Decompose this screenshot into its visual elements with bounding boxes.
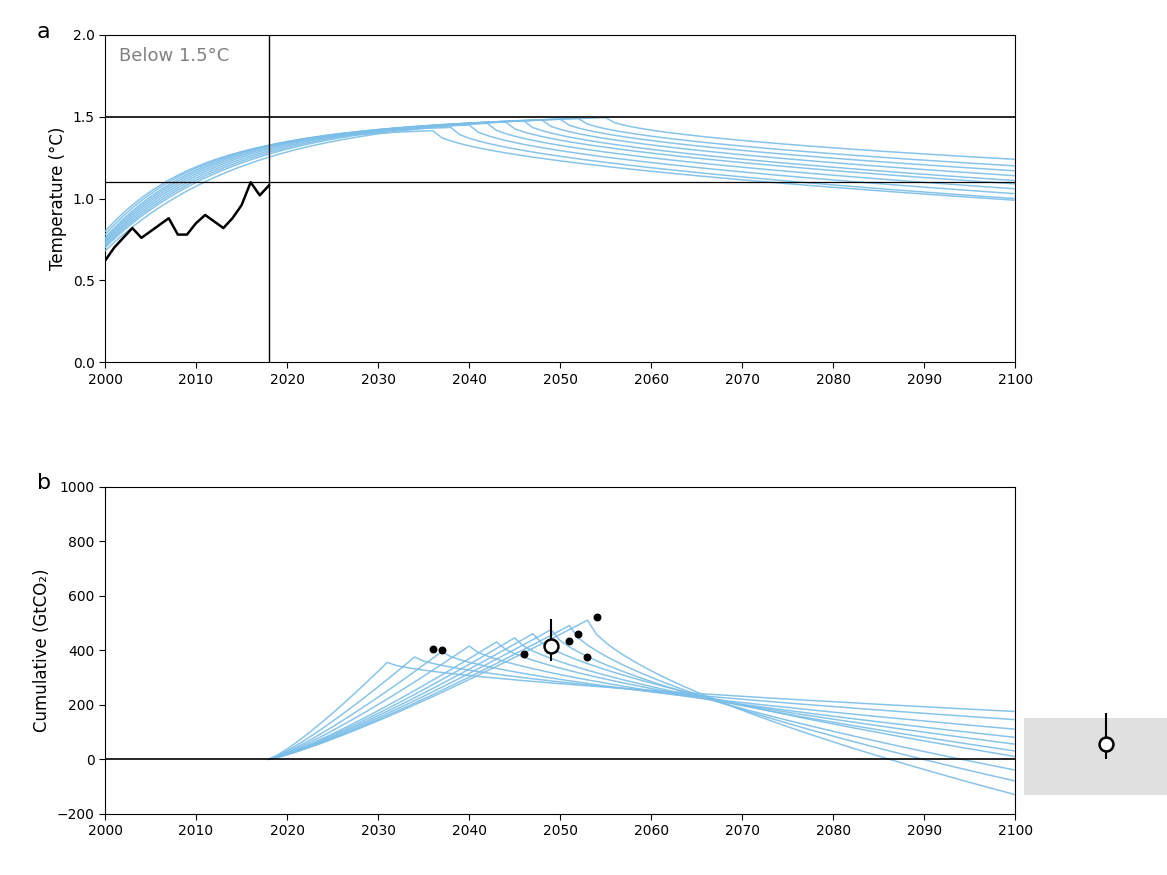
Y-axis label: Cumulative (GtCO₂): Cumulative (GtCO₂) xyxy=(33,569,51,732)
Text: b: b xyxy=(37,473,51,494)
Point xyxy=(578,650,596,664)
Point xyxy=(515,648,533,662)
Point xyxy=(424,641,442,655)
Point xyxy=(433,643,452,657)
Text: a: a xyxy=(37,22,50,42)
Bar xyxy=(1025,718,1167,795)
Point xyxy=(587,611,606,625)
Point xyxy=(560,634,579,648)
Y-axis label: Temperature (°C): Temperature (°C) xyxy=(49,127,67,270)
Text: Below 1.5°C: Below 1.5°C xyxy=(119,47,229,65)
Point xyxy=(569,626,588,640)
